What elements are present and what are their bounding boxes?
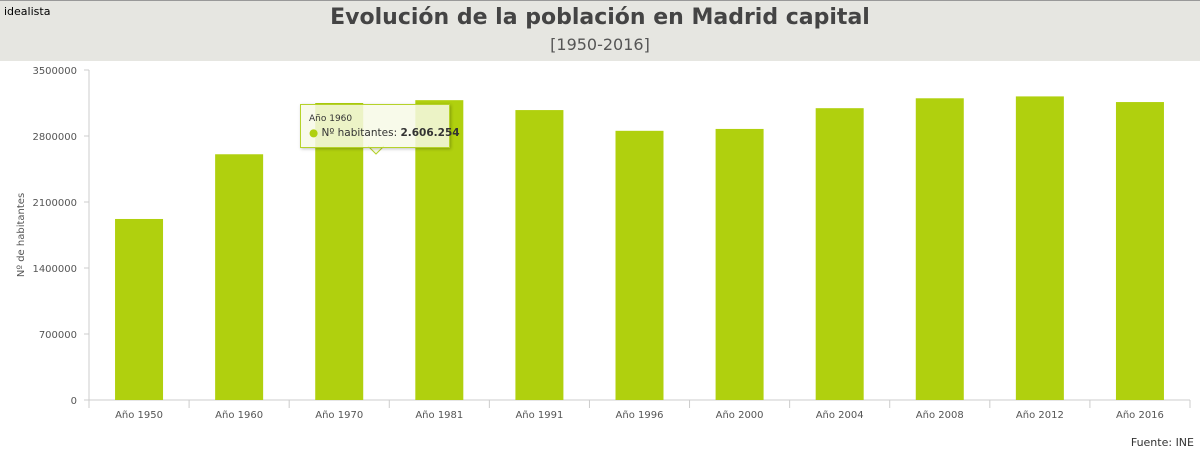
x-tick-label: Año 1981 [415, 410, 463, 421]
chart-subtitle: [1950-2016] [550, 35, 650, 54]
bar [315, 103, 364, 400]
logo: idealista [4, 5, 51, 18]
x-tick-label: Año 1970 [315, 410, 363, 421]
tooltip: Año 1960 ● Nº habitantes: 2.606.254 [300, 104, 460, 148]
tooltip-line: ● Nº habitantes: 2.606.254 [309, 127, 460, 139]
bar [1115, 102, 1164, 401]
header: idealista Evolución de la población en M… [0, 0, 1200, 61]
bar [915, 98, 964, 401]
bar [515, 110, 564, 401]
x-tick-label: Año 1991 [515, 410, 563, 421]
bar [1015, 96, 1064, 401]
tooltip-label: Nº habitantes: [321, 127, 401, 139]
y-tick-label: 1400000 [32, 264, 77, 275]
series-dot-icon: ● [309, 127, 322, 139]
source-note: Fuente: INE [1130, 436, 1194, 449]
tooltip-pointer [367, 145, 385, 155]
bar [815, 108, 864, 400]
y-tick-label: 0 [71, 396, 77, 407]
x-tick-label: Año 1950 [115, 410, 163, 421]
y-tick-label: 3500000 [32, 66, 77, 77]
tooltip-title: Año 1960 [309, 114, 353, 124]
y-axis-title: Nº de habitantes [16, 193, 27, 277]
x-tick-label: Año 1996 [616, 410, 664, 421]
y-tick-label: 2100000 [32, 198, 77, 209]
bar [115, 218, 164, 400]
x-tick-label: Año 2016 [1116, 410, 1164, 421]
bar [415, 100, 464, 401]
x-tick-label: Año 2012 [1016, 410, 1064, 421]
x-tick-label: Año 1960 [215, 410, 263, 421]
y-tick-label: 700000 [39, 330, 77, 341]
bar [615, 130, 664, 401]
bar [715, 128, 764, 400]
tooltip-value: 2.606.254 [400, 127, 460, 139]
x-tick-label: Año 2008 [916, 410, 964, 421]
y-tick-label: 2800000 [32, 132, 77, 143]
bar [215, 154, 264, 400]
x-tick-label: Año 2000 [716, 410, 764, 421]
x-tick-label: Año 2004 [816, 410, 864, 421]
chart-title: Evolución de la población en Madrid capi… [330, 5, 870, 30]
